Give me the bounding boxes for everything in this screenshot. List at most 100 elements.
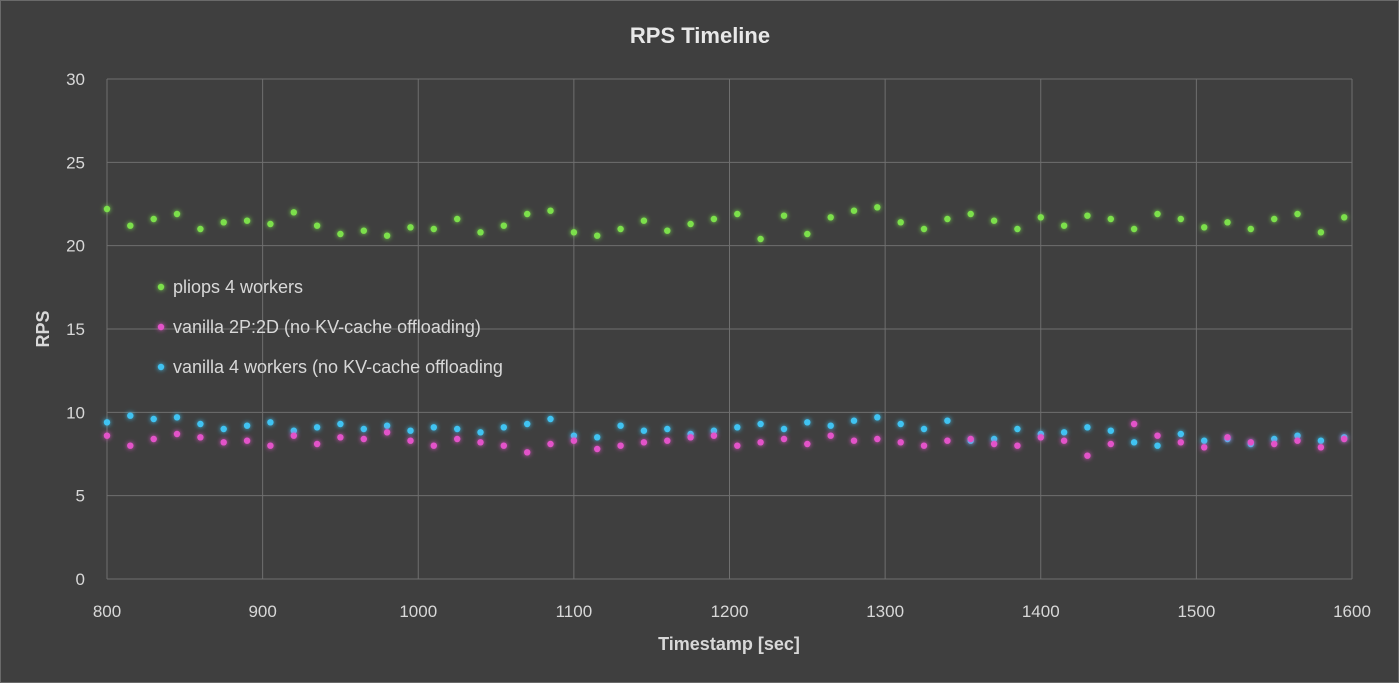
data-point (267, 442, 274, 449)
data-point (407, 437, 414, 444)
data-point (220, 439, 227, 446)
data-point (430, 442, 437, 449)
data-point (617, 442, 624, 449)
data-point (430, 424, 437, 431)
data-point (757, 439, 764, 446)
data-point (920, 425, 928, 433)
data-point (944, 437, 951, 444)
data-point (524, 210, 531, 218)
data-point (360, 435, 367, 443)
series-points (103, 204, 1348, 243)
data-point (1201, 444, 1208, 451)
data-point (570, 229, 578, 236)
data-point (967, 210, 974, 218)
y-tick-label: 5 (76, 487, 85, 506)
data-point (640, 439, 648, 446)
data-point (360, 425, 367, 433)
data-point (664, 227, 671, 234)
x-tick-label: 1600 (1333, 602, 1371, 621)
data-point (1294, 210, 1301, 218)
data-point (1177, 215, 1185, 223)
data-point (127, 222, 134, 229)
data-point (150, 215, 157, 223)
data-point (570, 432, 578, 439)
data-point (804, 230, 811, 238)
data-point (547, 415, 554, 423)
data-point (313, 424, 321, 431)
data-points (103, 204, 1348, 459)
x-tick-label: 800 (93, 602, 121, 621)
data-point (524, 449, 531, 456)
data-point (1224, 434, 1231, 441)
data-point (944, 417, 951, 424)
data-point (617, 225, 624, 233)
y-tick-label: 10 (66, 403, 85, 422)
data-point (710, 215, 718, 223)
data-point (920, 442, 928, 449)
data-point (1271, 440, 1278, 448)
x-tick-label: 1100 (556, 602, 593, 621)
data-point (500, 222, 507, 229)
data-point (710, 427, 718, 434)
data-point (243, 217, 251, 224)
data-point (897, 219, 904, 226)
data-point (1177, 439, 1185, 446)
data-point (1271, 215, 1278, 223)
data-point (1037, 214, 1045, 221)
data-point (150, 435, 157, 443)
data-point (1130, 420, 1138, 428)
data-point (313, 222, 321, 229)
data-point (1130, 439, 1138, 446)
data-point (524, 420, 531, 428)
data-point (780, 425, 788, 433)
data-point (780, 435, 788, 443)
data-point (1247, 225, 1255, 233)
x-tick-label: 1400 (1022, 602, 1060, 621)
series-points (103, 420, 1348, 459)
data-point (173, 210, 181, 218)
data-point (290, 209, 297, 216)
y-axis-title: RPS (33, 310, 53, 347)
data-point (197, 225, 204, 233)
data-point (897, 420, 904, 428)
legend-marker (157, 323, 165, 331)
legend-label: vanilla 4 workers (no KV-cache offloadin… (173, 357, 503, 377)
data-point (804, 419, 811, 426)
data-point (990, 217, 998, 224)
data-point (1084, 424, 1091, 431)
data-point (687, 434, 694, 441)
data-point (477, 429, 484, 436)
data-point (967, 435, 974, 443)
chart-title: RPS Timeline (630, 23, 770, 48)
data-point (1201, 224, 1208, 231)
data-point (1014, 225, 1021, 233)
data-point (1014, 425, 1021, 433)
data-point (1014, 442, 1021, 449)
data-point (594, 434, 601, 441)
x-tick-label: 1200 (711, 602, 749, 621)
data-point (850, 207, 858, 214)
data-point (1317, 444, 1325, 451)
data-point (477, 439, 484, 446)
data-point (173, 430, 181, 438)
y-tick-label: 0 (76, 570, 85, 589)
legend-marker (157, 363, 165, 371)
data-point (1341, 214, 1348, 221)
data-point (267, 220, 274, 228)
data-point (664, 437, 671, 444)
data-point (290, 427, 297, 434)
y-tick-label: 20 (66, 237, 85, 256)
data-point (874, 204, 881, 211)
data-point (1154, 210, 1161, 218)
data-point (477, 229, 484, 236)
data-point (454, 215, 461, 223)
data-point (734, 442, 741, 449)
data-point (1060, 222, 1068, 229)
y-tick-label: 15 (66, 320, 85, 339)
x-axis-title: Timestamp [sec] (658, 634, 800, 654)
data-point (383, 422, 391, 429)
y-tick-label: 30 (66, 70, 85, 89)
gridlines (106, 78, 1353, 580)
data-point (173, 414, 181, 421)
